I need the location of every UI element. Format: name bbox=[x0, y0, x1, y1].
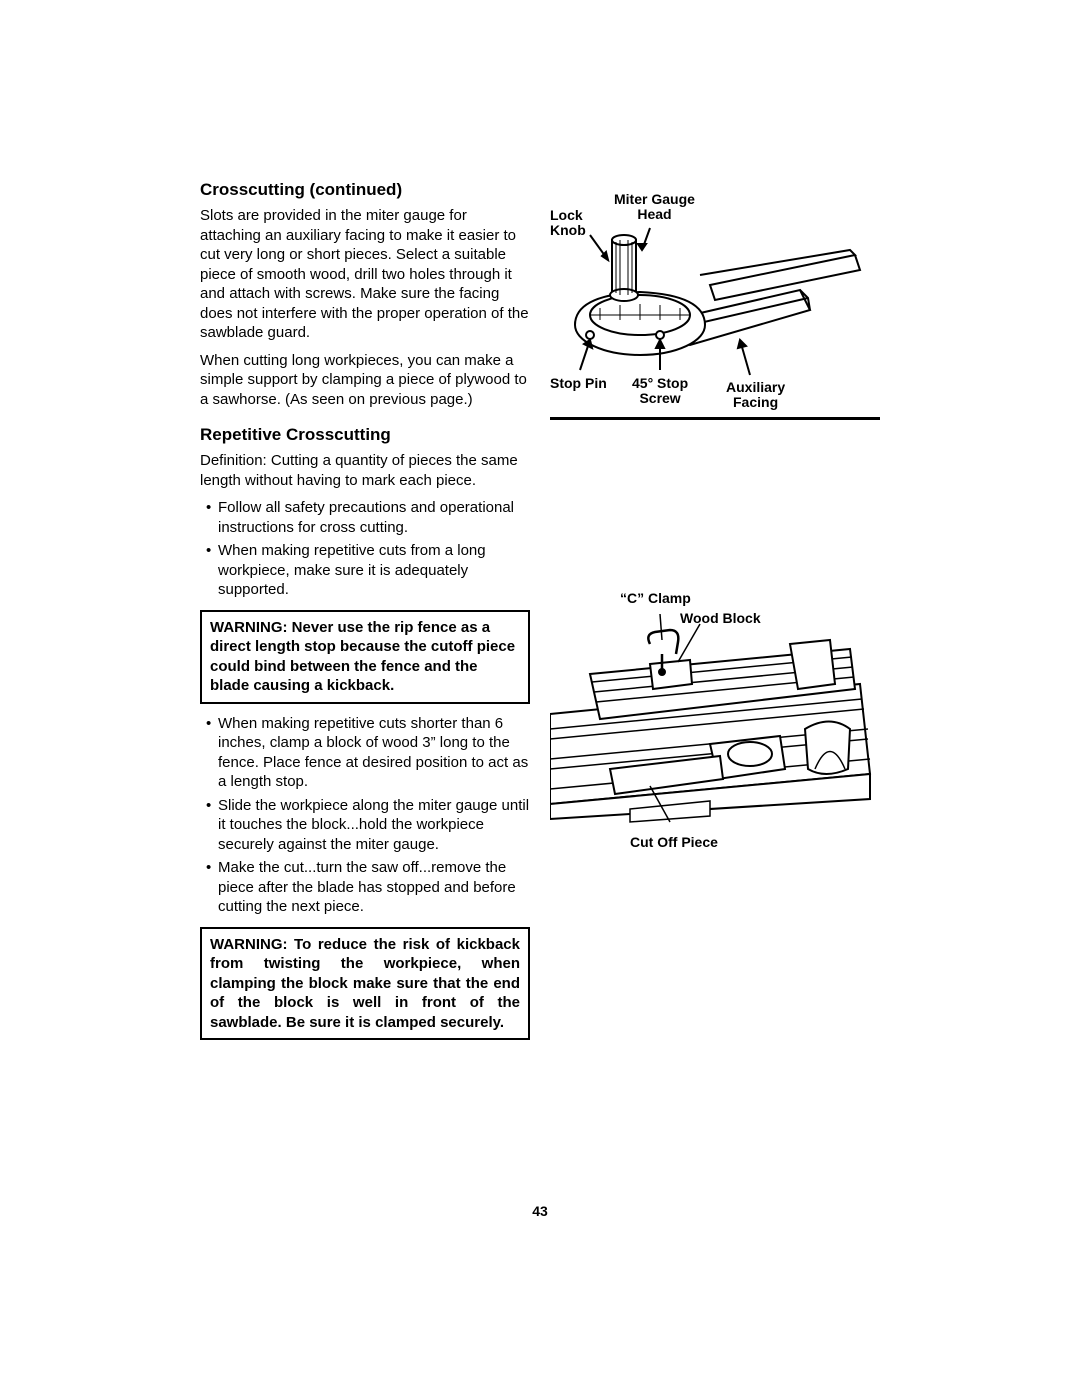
label-c-clamp: “C” Clamp bbox=[620, 590, 691, 606]
crosscut-illustration bbox=[550, 594, 880, 824]
bullet-list-2: When making repetitive cuts shorter than… bbox=[200, 714, 530, 917]
page-number: 43 bbox=[0, 1203, 1080, 1219]
label-wood-block: Wood Block bbox=[680, 610, 761, 626]
section1-title: Crosscutting (continued) bbox=[200, 180, 530, 200]
bullet-item: When making repetitive cuts shorter than… bbox=[200, 714, 530, 792]
bullet-item: Follow all safety precautions and operat… bbox=[200, 498, 530, 537]
section1-p2: When cutting long workpieces, you can ma… bbox=[200, 351, 530, 410]
figure-crosscut-setup: “C” Clamp Wood Block Cut Off Piece bbox=[550, 594, 880, 824]
figure-miter-gauge: Miter GaugeHead LockKnob Stop Pin 45° St… bbox=[550, 180, 880, 420]
label-miter-gauge-head: Miter GaugeHead bbox=[614, 192, 695, 223]
left-column: Crosscutting (continued) Slots are provi… bbox=[200, 180, 530, 1050]
bullet-item: When making repetitive cuts from a long … bbox=[200, 541, 530, 600]
label-cut-off-piece: Cut Off Piece bbox=[630, 834, 718, 850]
warning-box-2: WARNING: To reduce the risk of kickback … bbox=[200, 927, 530, 1041]
figure-divider bbox=[550, 417, 880, 420]
bullet-item: Make the cut...turn the saw off...remove… bbox=[200, 858, 530, 917]
bullet-list-1: Follow all safety precautions and operat… bbox=[200, 498, 530, 600]
section2-title: Repetitive Crosscutting bbox=[200, 425, 530, 445]
right-column: Miter GaugeHead LockKnob Stop Pin 45° St… bbox=[550, 180, 880, 1050]
page-content: Crosscutting (continued) Slots are provi… bbox=[200, 180, 880, 1050]
miter-gauge-illustration bbox=[550, 220, 880, 390]
section1-p1: Slots are provided in the miter gauge fo… bbox=[200, 206, 530, 343]
section2-p1: Definition: Cutting a quantity of pieces… bbox=[200, 451, 530, 490]
bullet-item: Slide the workpiece along the miter gaug… bbox=[200, 796, 530, 855]
warning-box-1: WARNING: Never use the rip fence as a di… bbox=[200, 610, 530, 704]
two-column-layout: Crosscutting (continued) Slots are provi… bbox=[200, 180, 880, 1050]
